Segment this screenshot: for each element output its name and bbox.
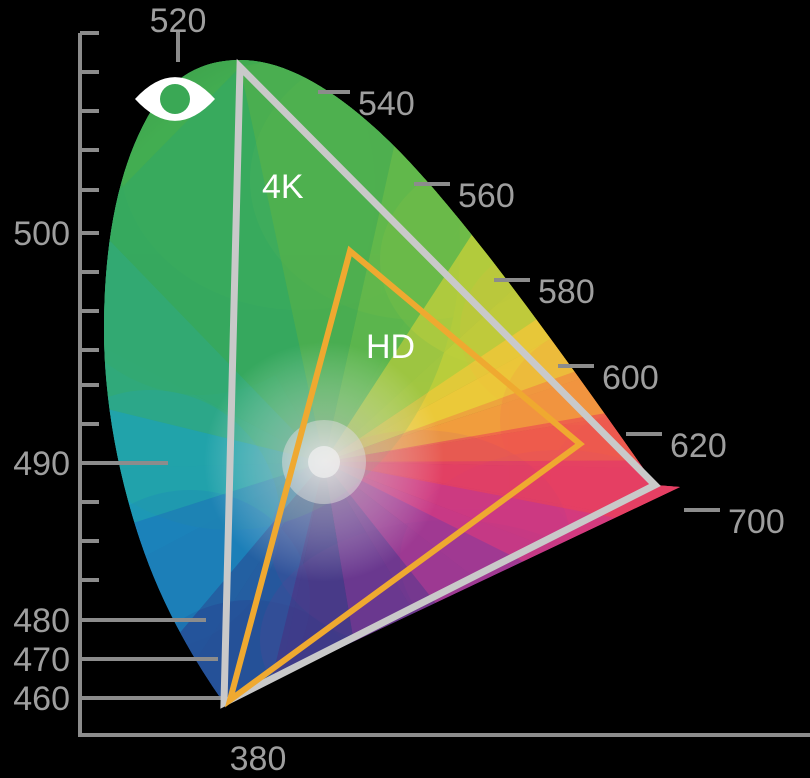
gamut-triangles bbox=[220, 58, 661, 709]
y-axis-tick-label: 480 bbox=[13, 602, 70, 640]
gamut-label-hd: HD bbox=[366, 328, 415, 366]
gamut-labels: 4K HD bbox=[262, 168, 415, 366]
wavelength-label: 560 bbox=[458, 177, 515, 215]
y-axis-tick-label: 490 bbox=[13, 445, 70, 483]
gamut-triangle-hd bbox=[224, 245, 585, 708]
y-axis-tick-label: 470 bbox=[13, 641, 70, 679]
wavelength-label: 600 bbox=[602, 359, 659, 397]
eye-pupil bbox=[160, 84, 190, 114]
wavelength-label: 700 bbox=[728, 503, 785, 541]
wavelength-label: 540 bbox=[358, 85, 415, 123]
wavelength-label: 520 bbox=[150, 2, 207, 40]
y-axis-tick-label: 460 bbox=[13, 680, 70, 718]
wavelength-label: 620 bbox=[670, 427, 727, 465]
gamut-label-4k: 4K bbox=[262, 168, 304, 206]
wavelength-label: 580 bbox=[538, 273, 595, 311]
y-axis-major-ticks bbox=[80, 231, 224, 700]
x-axis-tick-label: 380 bbox=[230, 740, 287, 778]
eye-icon bbox=[135, 77, 215, 121]
y-axis-tick-label: 500 bbox=[13, 215, 70, 253]
x-axis-tick-labels: 380 bbox=[230, 740, 287, 778]
gamut-triangle-4k bbox=[220, 58, 661, 709]
